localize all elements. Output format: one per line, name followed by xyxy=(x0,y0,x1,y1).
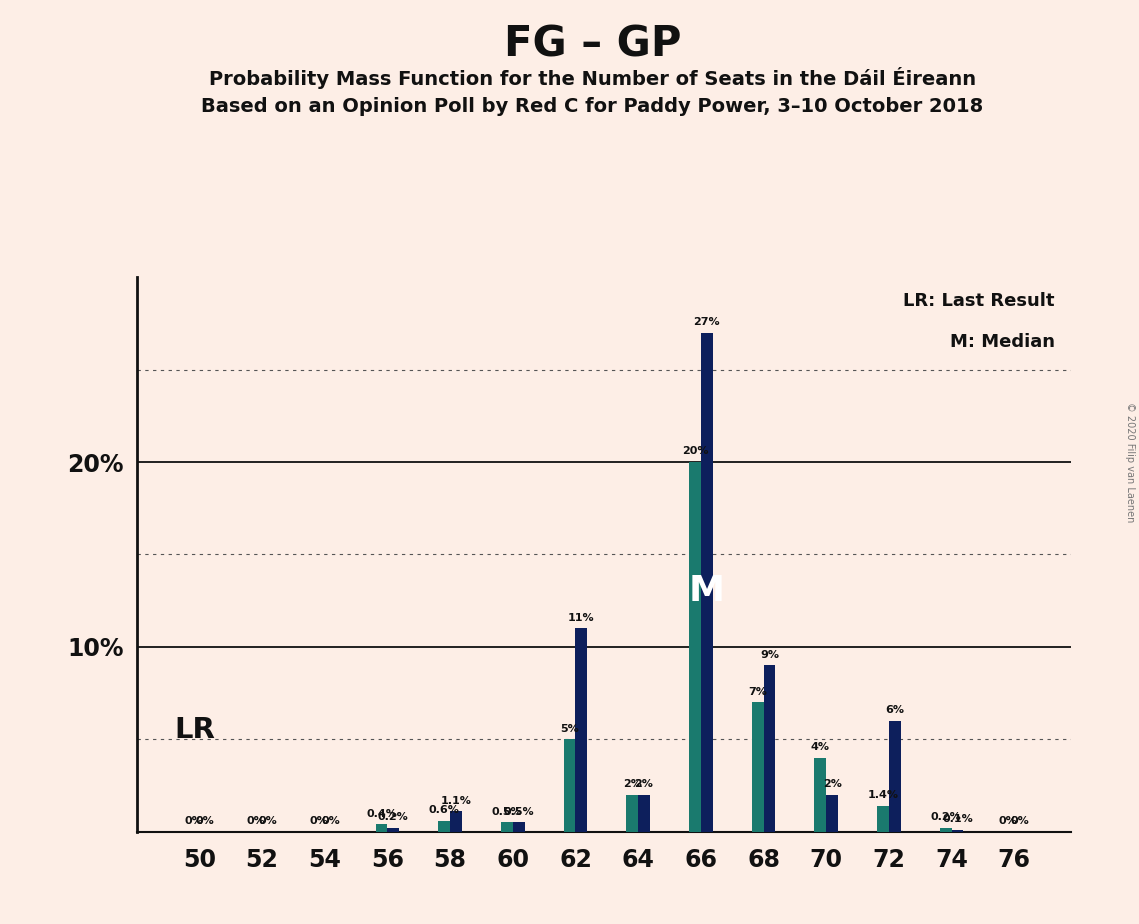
Text: 2%: 2% xyxy=(623,779,641,789)
Text: 0.2%: 0.2% xyxy=(378,812,409,822)
Text: 27%: 27% xyxy=(694,317,720,327)
Text: FG – GP: FG – GP xyxy=(503,23,681,65)
Bar xyxy=(752,702,763,832)
Text: 6%: 6% xyxy=(885,705,904,715)
Bar xyxy=(450,811,461,832)
Text: M: Median: M: Median xyxy=(950,333,1055,350)
Text: Probability Mass Function for the Number of Seats in the Dáil Éireann: Probability Mass Function for the Number… xyxy=(208,67,976,89)
Bar xyxy=(689,462,700,832)
Text: 5%: 5% xyxy=(560,723,579,734)
Text: 2%: 2% xyxy=(822,779,842,789)
Text: 0%: 0% xyxy=(321,816,339,826)
Bar xyxy=(513,822,525,832)
Bar xyxy=(376,824,387,832)
Text: 0.2%: 0.2% xyxy=(931,812,961,822)
Text: 0%: 0% xyxy=(196,816,214,826)
Bar xyxy=(564,739,575,832)
Bar xyxy=(638,795,650,832)
Text: 1.4%: 1.4% xyxy=(868,790,899,800)
Text: 0.1%: 0.1% xyxy=(942,814,973,824)
Text: 0%: 0% xyxy=(247,816,265,826)
Bar xyxy=(763,665,776,832)
Text: 0%: 0% xyxy=(185,816,203,826)
Text: 0.6%: 0.6% xyxy=(428,805,460,815)
Text: 0.5%: 0.5% xyxy=(492,807,522,817)
Text: 11%: 11% xyxy=(568,613,595,623)
Text: © 2020 Filip van Laenen: © 2020 Filip van Laenen xyxy=(1125,402,1134,522)
Bar xyxy=(877,806,888,832)
Text: 0.4%: 0.4% xyxy=(366,808,398,819)
Bar xyxy=(501,822,513,832)
Text: 0%: 0% xyxy=(310,816,328,826)
Text: 9%: 9% xyxy=(760,650,779,660)
Text: M: M xyxy=(689,575,724,608)
Bar xyxy=(700,333,713,832)
Text: 0%: 0% xyxy=(999,816,1018,826)
Bar xyxy=(940,828,951,832)
Text: LR: LR xyxy=(174,716,215,744)
Text: 0.5%: 0.5% xyxy=(503,807,534,817)
Bar xyxy=(826,795,838,832)
Bar xyxy=(439,821,450,832)
Bar xyxy=(814,758,826,832)
Text: 2%: 2% xyxy=(634,779,654,789)
Text: 0%: 0% xyxy=(1010,816,1030,826)
Bar xyxy=(888,721,901,832)
Text: LR: Last Result: LR: Last Result xyxy=(903,292,1055,310)
Text: Based on an Opinion Poll by Red C for Paddy Power, 3–10 October 2018: Based on an Opinion Poll by Red C for Pa… xyxy=(202,97,983,116)
Bar xyxy=(575,628,588,832)
Bar xyxy=(951,830,964,832)
Text: 7%: 7% xyxy=(748,687,767,697)
Text: 20%: 20% xyxy=(682,446,708,456)
Text: 4%: 4% xyxy=(811,742,830,752)
Text: 0%: 0% xyxy=(259,816,277,826)
Text: 1.1%: 1.1% xyxy=(441,796,472,806)
Bar xyxy=(626,795,638,832)
Bar xyxy=(387,828,399,832)
